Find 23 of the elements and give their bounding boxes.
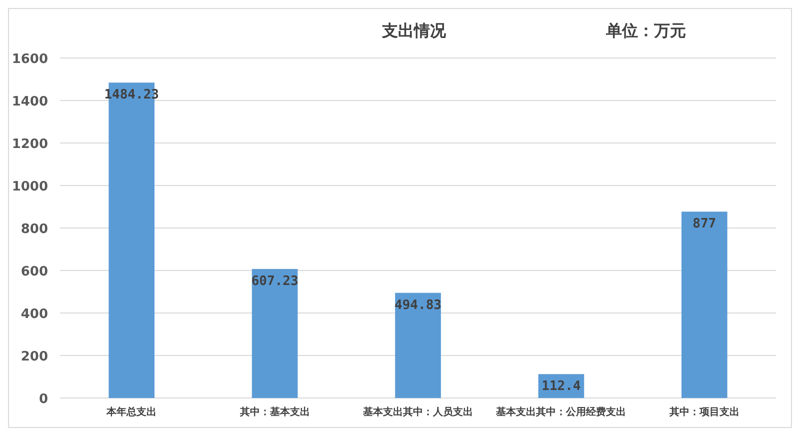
y-tick-label: 1600 [12, 52, 48, 67]
y-tick-label: 0 [38, 392, 48, 407]
data-label: 494.83 [394, 298, 442, 313]
x-tick-label: 其中：项目支出 [668, 406, 740, 418]
chart-subtitle: 单位：万元 [605, 21, 686, 40]
data-label: 112.4 [542, 379, 581, 394]
y-tick-label: 1000 [12, 180, 48, 194]
data-label: 607.23 [251, 274, 298, 289]
x-tick-label: 其中：基本支出 [238, 406, 310, 418]
x-tick-label: 基本支出其中：人员支出 [362, 406, 473, 418]
chart-title: 支出情况 [381, 21, 447, 40]
y-tick-label: 800 [20, 222, 48, 237]
y-tick-label: 400 [20, 307, 48, 322]
y-tick-label: 1200 [12, 137, 48, 152]
bar [681, 212, 728, 398]
data-label: 877 [692, 216, 716, 232]
y-tick-label: 600 [20, 264, 48, 280]
bar [395, 292, 441, 398]
y-tick-label: 1400 [12, 94, 48, 110]
x-tick-label: 基本支出其中：公用经费支出 [495, 406, 626, 418]
y-tick-label: 200 [20, 350, 48, 364]
bar [252, 268, 298, 398]
x-tick-label: 本年总支出 [106, 406, 157, 418]
